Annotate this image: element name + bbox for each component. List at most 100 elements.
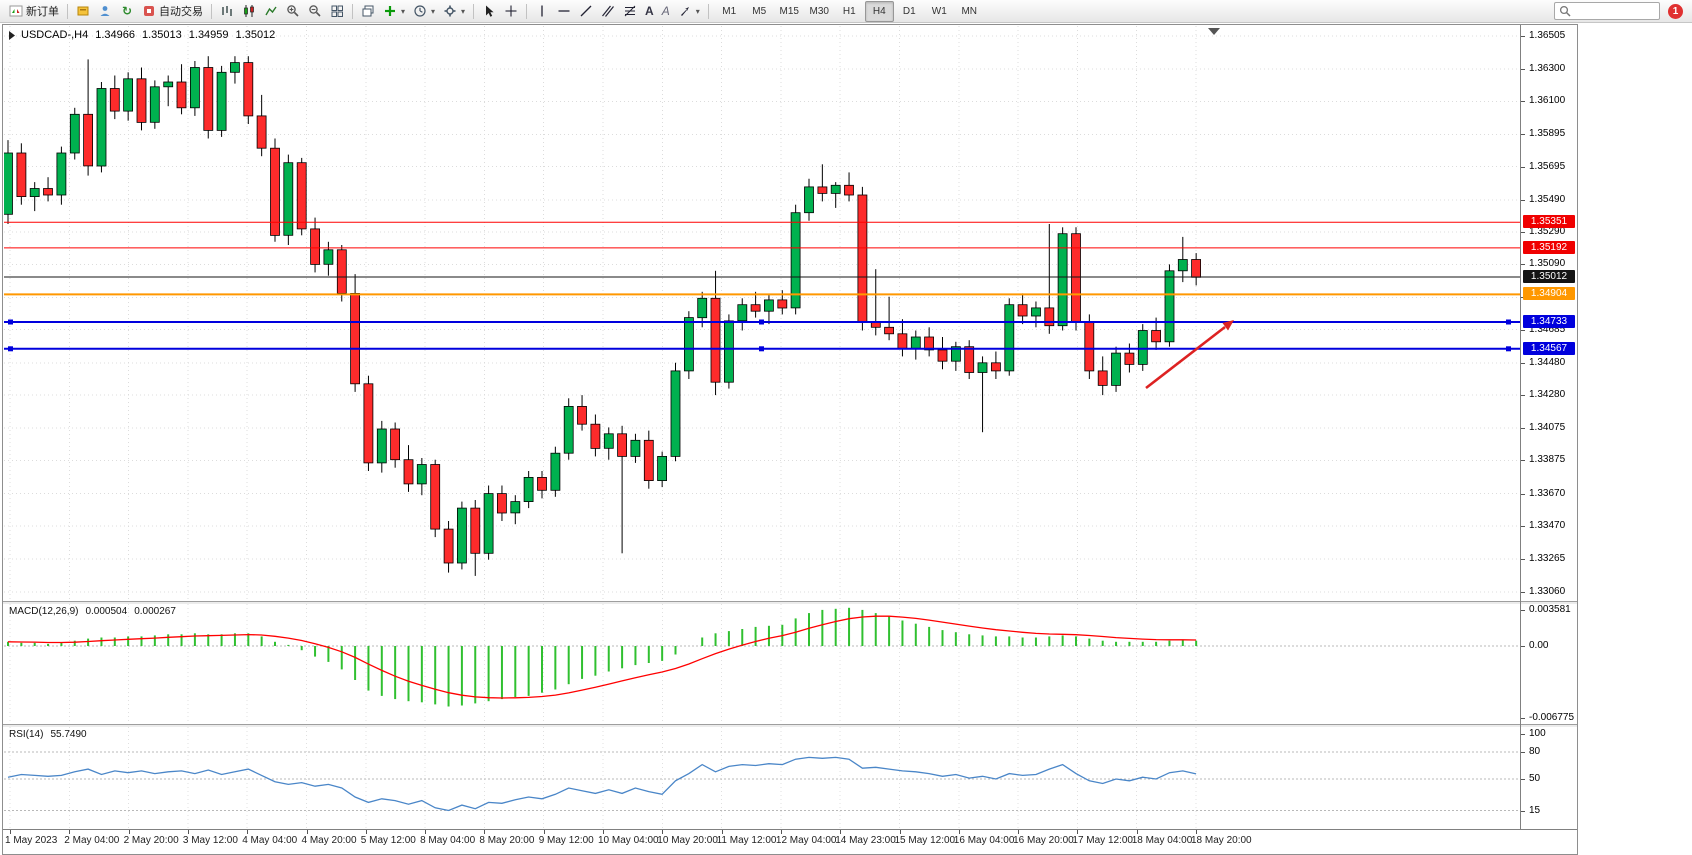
price-axis-label: 1.35290	[1529, 226, 1566, 238]
main-chart-pane[interactable]: USDCAD-,H4 1.34966 1.35013 1.34959 1.350…	[4, 26, 1520, 600]
timeframe-D1[interactable]: D1	[902, 5, 916, 17]
candlestick-chart-button[interactable]	[238, 1, 260, 22]
price-axis-label: 1.34480	[1529, 356, 1566, 368]
arrow-objects-icon	[678, 4, 692, 18]
search-input[interactable]	[1574, 4, 1648, 18]
axis-tick	[1521, 362, 1525, 364]
periods-button[interactable]: ▾	[409, 1, 439, 22]
search-box[interactable]	[1554, 2, 1660, 20]
chart-title: USDCAD-,H4 1.34966 1.35013 1.34959 1.350…	[9, 29, 275, 41]
community-button[interactable]	[94, 1, 116, 22]
crosshair-tool-button[interactable]	[500, 1, 522, 22]
indicators-button[interactable]: ▾	[379, 1, 409, 22]
refresh-icon: ↻	[121, 4, 133, 18]
pane-divider[interactable]	[3, 601, 1577, 604]
line-chart-icon	[264, 4, 278, 18]
price-tag-1.35351: 1.35351	[1523, 215, 1575, 229]
macd-axis-min: -0.006775	[1529, 712, 1575, 723]
price-axis[interactable]: 1.36505 1.36300 1.36100 1.35895 1.35695 1.354…	[1520, 25, 1577, 829]
candlestick-chart[interactable]	[4, 26, 1520, 600]
one-click-trading-toggle[interactable]	[9, 29, 16, 41]
time-axis-label: 10 May 04:00	[598, 835, 659, 846]
toolbar: 新订单 ↻ 自动交易 ▾ ▾ ▾ A A ▾ M1 M5 M15 M30 H1 H4 D1 W…	[0, 0, 1692, 23]
equidistant-channel-icon	[601, 4, 615, 18]
channel-tool-button[interactable]	[597, 1, 619, 22]
trendline-icon	[579, 4, 593, 18]
timeframe-M1[interactable]: M1	[722, 5, 737, 17]
rsi-axis-15: 15	[1529, 804, 1541, 816]
autotrading-button[interactable]: 自动交易	[138, 1, 207, 22]
vertical-line-icon	[535, 4, 549, 18]
cascade-windows-button[interactable]	[357, 1, 379, 22]
time-axis-tick	[662, 830, 664, 834]
indicators-add-icon	[383, 4, 397, 18]
macd-chart	[4, 604, 1520, 724]
time-axis-tick	[10, 830, 11, 834]
toolbar-separator	[352, 3, 353, 19]
label-tool-button[interactable]: A	[658, 1, 674, 22]
templates-button[interactable]: ▾	[439, 1, 469, 22]
timeframe-MN[interactable]: MN	[961, 5, 978, 17]
bar-chart-icon	[220, 4, 234, 18]
vertical-line-tool-button[interactable]	[531, 1, 553, 22]
axis-tick	[1521, 329, 1525, 331]
autotrading-label: 自动交易	[159, 6, 203, 18]
toolbar-right-group: 1	[1554, 2, 1687, 20]
tile-windows-button[interactable]	[326, 1, 348, 22]
market-button[interactable]	[72, 1, 94, 22]
pane-divider[interactable]	[3, 724, 1577, 727]
line-chart-button[interactable]	[260, 1, 282, 22]
axis-tick	[1521, 734, 1525, 735]
text-tool-button[interactable]: A	[641, 1, 658, 22]
horizontal-line-1.34733[interactable]	[4, 319, 1520, 325]
toolbar-separator	[67, 3, 68, 19]
symbol-period-label: USDCAD-,H4	[21, 29, 89, 41]
time-axis[interactable]: 1 May 2023 2 May 04:00 2 May 20:00 3 May 12…	[3, 829, 1577, 854]
timeframe-H4[interactable]: H4	[864, 0, 894, 22]
cursor-tool-button[interactable]	[478, 1, 500, 22]
macd-axis-zero: 0.00	[1529, 640, 1549, 651]
notification-badge[interactable]: 1	[1668, 3, 1683, 19]
time-axis-label: 18 May 04:00	[1131, 835, 1193, 846]
time-axis-tick	[306, 830, 308, 834]
timeframe-W1[interactable]: W1	[931, 5, 947, 17]
axis-tick	[1521, 264, 1525, 266]
rsi-label: RSI(14)	[9, 729, 44, 740]
toolbar-separator	[707, 3, 709, 19]
time-axis-tick	[1136, 830, 1138, 834]
time-axis-label: 9 May 12:00	[538, 835, 594, 846]
timeframe-M15[interactable]: M15	[779, 5, 799, 17]
timeframe-M30[interactable]: M30	[809, 5, 829, 17]
price-axis-label: 1.34280	[1529, 389, 1566, 401]
price-axis-label: 1.33060	[1529, 586, 1566, 597]
toolbar-separator	[211, 3, 212, 19]
macd-pane[interactable]: MACD(12,26,9) 0.000504 0.000267	[4, 604, 1520, 724]
horizontal-line-1.34567[interactable]	[4, 346, 1520, 352]
arrows-tool-button[interactable]: ▾	[674, 1, 704, 22]
ohlc-low: 1.34959	[188, 29, 229, 41]
dropdown-caret-icon: ▾	[461, 6, 466, 16]
zoom-in-button[interactable]	[282, 1, 304, 22]
macd-value-main: 0.000504	[85, 606, 128, 617]
fibonacci-tool-button[interactable]	[619, 1, 641, 22]
candles	[4, 56, 1201, 576]
refresh-button[interactable]: ↻	[116, 1, 138, 22]
zoom-out-button[interactable]	[304, 1, 326, 22]
market-icon	[76, 4, 90, 18]
chart-shift-marker[interactable]	[1208, 28, 1220, 35]
time-axis-tick	[543, 830, 545, 834]
macd-axis-max: 0.003581	[1529, 604, 1571, 615]
text-icon: A	[645, 4, 654, 18]
axis-tick	[1521, 428, 1525, 430]
horizontal-line-tool-button[interactable]	[553, 1, 575, 22]
timeframe-H1[interactable]: H1	[842, 5, 856, 17]
bar-chart-button[interactable]	[216, 1, 238, 22]
price-axis-label: 1.33265	[1529, 552, 1566, 564]
axis-tick	[1521, 779, 1525, 780]
trendline-tool-button[interactable]	[575, 1, 597, 22]
new-order-button[interactable]: 新订单	[5, 1, 63, 22]
rsi-pane[interactable]: RSI(14) 55.7490	[4, 727, 1520, 829]
arrow-annotation[interactable]	[1145, 320, 1234, 390]
macd-value-signal: 0.000267	[134, 606, 176, 617]
timeframe-M5[interactable]: M5	[752, 5, 767, 17]
